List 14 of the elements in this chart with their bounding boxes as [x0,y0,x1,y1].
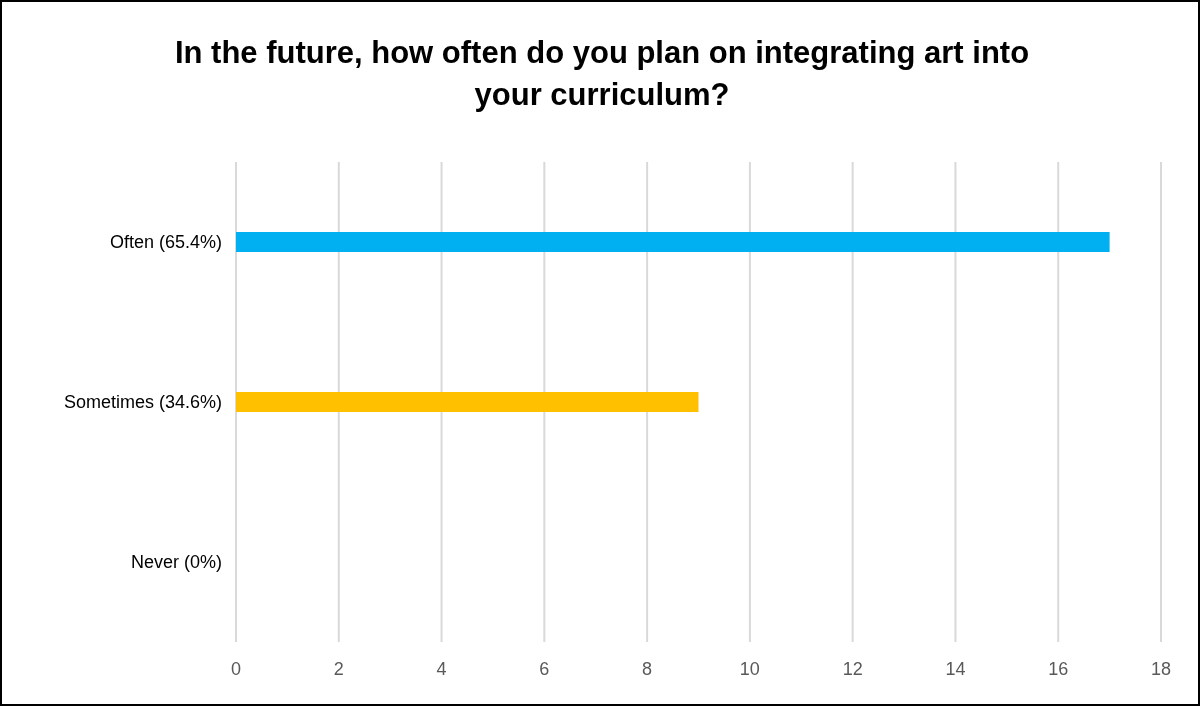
y-tick-label: Never (0%) [130,552,222,573]
x-tick-label: 12 [842,658,863,679]
x-tick-label: 8 [642,658,653,679]
x-tick-label: 14 [945,658,966,679]
x-tick-label: 16 [1048,658,1069,679]
x-tick-label: 2 [333,658,344,679]
x-tick-label: 6 [539,658,550,679]
y-tick-label: Sometimes (34.6%) [63,392,222,413]
y-tick-label: Often (65.4%) [109,232,222,253]
chart-title: In the future, how often do you plan on integrating art into your curriculum? [173,34,1031,114]
x-tick-label: 18 [1150,658,1172,679]
x-tick-label: 0 [230,658,242,679]
x-tick-label: 10 [739,658,760,679]
x-tick-label: 4 [436,658,447,679]
